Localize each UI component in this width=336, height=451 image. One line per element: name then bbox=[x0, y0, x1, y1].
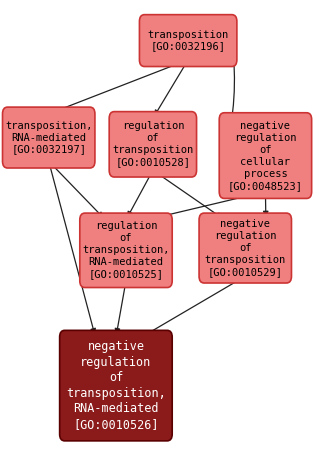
FancyBboxPatch shape bbox=[60, 330, 172, 441]
FancyBboxPatch shape bbox=[199, 213, 291, 283]
FancyBboxPatch shape bbox=[219, 113, 311, 198]
Text: negative
regulation
of
transposition,
RNA-mediated
[GO:0010526]: negative regulation of transposition, RN… bbox=[66, 341, 166, 431]
Text: negative
regulation
of
cellular
process
[GO:0048523]: negative regulation of cellular process … bbox=[228, 120, 303, 191]
FancyBboxPatch shape bbox=[2, 107, 95, 168]
FancyBboxPatch shape bbox=[139, 14, 237, 66]
FancyBboxPatch shape bbox=[109, 112, 197, 177]
Text: transposition
[GO:0032196]: transposition [GO:0032196] bbox=[148, 30, 229, 51]
FancyBboxPatch shape bbox=[80, 213, 172, 288]
Text: transposition,
RNA-mediated
[GO:0032197]: transposition, RNA-mediated [GO:0032197] bbox=[5, 120, 92, 155]
Text: negative
regulation
of
transposition
[GO:0010529]: negative regulation of transposition [GO… bbox=[205, 219, 286, 277]
Text: regulation
of
transposition
[GO:0010528]: regulation of transposition [GO:0010528] bbox=[112, 121, 194, 167]
Text: regulation
of
transposition,
RNA-mediated
[GO:0010525]: regulation of transposition, RNA-mediate… bbox=[82, 221, 170, 279]
